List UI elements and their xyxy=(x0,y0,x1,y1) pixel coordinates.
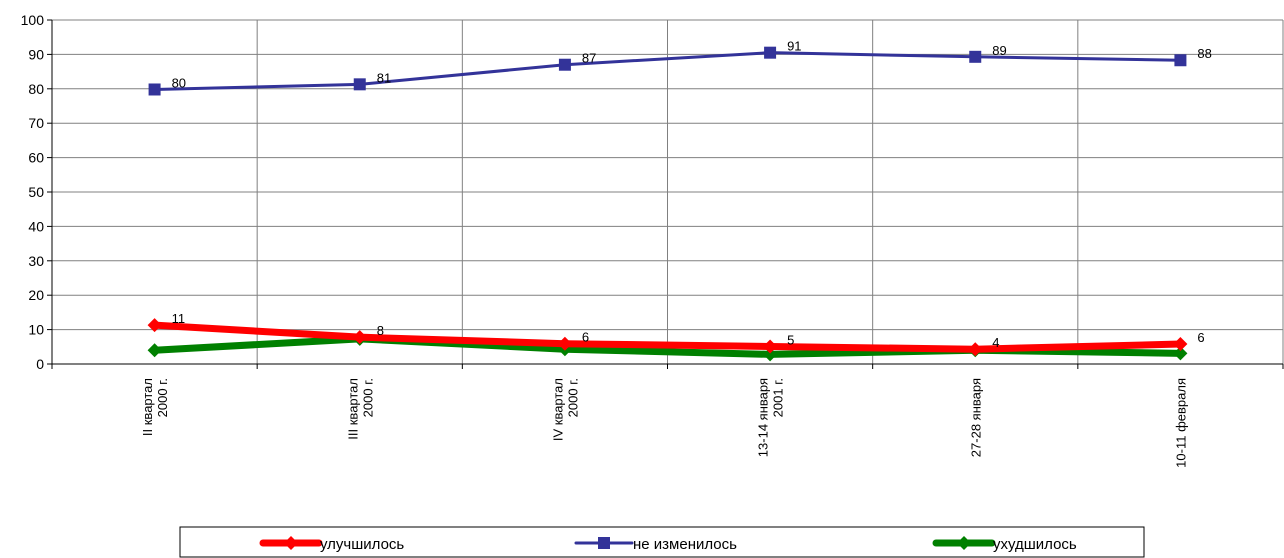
y-tick-label: 100 xyxy=(21,12,45,28)
y-tick-label: 60 xyxy=(28,150,44,166)
x-tick-label: 27-28 января xyxy=(968,378,983,457)
y-tick-labels: 0 10 20 30 40 50 60 70 80 90 100 xyxy=(21,12,45,372)
data-point xyxy=(969,50,982,63)
legend-label: улучшилось xyxy=(320,536,404,553)
data-point xyxy=(147,343,162,358)
data-label: 80 xyxy=(172,75,186,90)
data-point xyxy=(764,46,777,59)
y-tick-label: 50 xyxy=(28,184,44,200)
data-point xyxy=(352,330,367,345)
y-tick-label: 10 xyxy=(28,322,44,338)
x-tick-label: II квартал2000 г. xyxy=(140,378,170,436)
x-tick-labels: II квартал2000 г. III квартал2000 г. IV кв… xyxy=(140,378,1188,468)
data-label: 81 xyxy=(377,70,391,85)
data-point xyxy=(558,58,571,71)
x-tick-label-line: III квартал xyxy=(345,378,360,440)
y-tick-label: 80 xyxy=(28,81,44,97)
legend-swatch-marker xyxy=(957,536,971,550)
x-tick-label-line: 2001 г. xyxy=(771,378,786,417)
x-tick-label-line: 27-28 января xyxy=(968,378,983,457)
data-label: 89 xyxy=(992,43,1006,58)
x-tick-label: 10-11 февраля xyxy=(1173,378,1188,468)
data-point xyxy=(353,78,366,91)
x-tick-label: III квартал2000 г. xyxy=(345,378,375,440)
y-tick-label: 20 xyxy=(28,287,44,303)
x-tick-label-line: 13-14 января xyxy=(756,378,771,457)
series-layer xyxy=(147,46,1188,362)
data-point xyxy=(557,336,572,351)
data-label: 4 xyxy=(992,335,999,350)
x-tick-label-line: 2000 г. xyxy=(155,378,170,417)
legend-swatch-marker xyxy=(284,536,298,550)
x-tick-label: IV квартал2000 г. xyxy=(550,378,580,441)
data-point xyxy=(1174,54,1187,67)
x-tick-label: 13-14 января2001 г. xyxy=(756,378,786,457)
x-tick-label-line: 10-11 февраля xyxy=(1173,378,1188,468)
data-point xyxy=(148,83,161,96)
x-tick-label-line: 2000 г. xyxy=(360,378,375,417)
data-label: 87 xyxy=(582,51,596,66)
legend-item: не изменилось xyxy=(574,536,737,553)
y-tick-label: 30 xyxy=(28,253,44,269)
data-labels: 11 8 6 5 4 6 80 81 87 91 89 88 xyxy=(172,39,1212,351)
data-label: 88 xyxy=(1197,46,1211,61)
y-tick-label: 0 xyxy=(36,356,44,372)
legend-label: ухудшилось xyxy=(993,536,1077,553)
data-point xyxy=(763,347,778,362)
series-line xyxy=(153,51,1182,91)
axes xyxy=(47,19,1284,369)
y-tick-label: 70 xyxy=(28,115,44,131)
legend-item: улучшилось xyxy=(259,536,404,553)
legend: улучшилось не изменилось ухудшилось xyxy=(179,526,1145,558)
data-label: 6 xyxy=(1197,330,1204,345)
legend-label: не изменилось xyxy=(633,536,737,553)
x-tick-label-line: II квартал xyxy=(140,378,155,436)
legend-item: ухудшилось xyxy=(932,536,1077,553)
y-tick-label: 90 xyxy=(28,46,44,62)
x-tick-label-line: 2000 г. xyxy=(565,378,580,417)
x-tick-label-line: IV квартал xyxy=(550,378,565,441)
legend-swatch-marker xyxy=(598,537,610,549)
data-label: 11 xyxy=(172,311,186,326)
data-label: 6 xyxy=(582,330,589,345)
y-tick-label: 40 xyxy=(28,218,44,234)
data-point xyxy=(1173,337,1188,352)
data-point xyxy=(147,318,162,333)
data-point xyxy=(968,342,983,357)
data-label: 5 xyxy=(787,332,794,347)
data-label: 91 xyxy=(787,39,801,54)
grid xyxy=(52,19,1284,365)
data-point xyxy=(763,339,778,354)
data-label: 8 xyxy=(377,323,384,338)
series-line xyxy=(151,321,1184,353)
data-point xyxy=(1173,346,1188,361)
